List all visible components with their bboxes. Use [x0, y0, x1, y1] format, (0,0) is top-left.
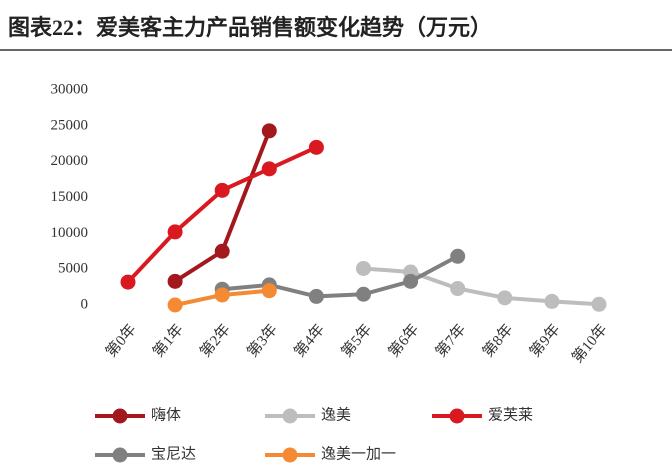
- legend-marker: [112, 408, 128, 424]
- legend-marker: [449, 408, 465, 424]
- data-point: [167, 273, 183, 289]
- data-point: [356, 260, 371, 276]
- data-point: [356, 286, 371, 302]
- x-tick-label: 第0年: [102, 320, 140, 360]
- data-point: [167, 297, 183, 313]
- series-line: [222, 254, 459, 299]
- x-tick-label: 第1年: [149, 320, 187, 360]
- y-tick-label: 25000: [51, 117, 89, 133]
- data-point: [261, 123, 277, 139]
- legend-marker: [112, 447, 128, 463]
- x-tick-label: 第7年: [431, 320, 469, 360]
- y-tick-label: 10000: [51, 225, 89, 241]
- data-point: [261, 161, 277, 177]
- data-point: [120, 274, 136, 290]
- series-line: [126, 145, 318, 284]
- y-tick-label: 0: [81, 296, 89, 312]
- data-point: [214, 182, 230, 198]
- legend-marker: [282, 408, 298, 424]
- chart-title: 图表22：爱美客主力产品销售额变化趋势（万元）: [8, 15, 492, 40]
- data-point: [450, 248, 466, 264]
- y-tick-label: 5000: [58, 261, 88, 277]
- y-tick-label: 15000: [51, 189, 89, 205]
- x-tick-label: 第10年: [568, 320, 611, 366]
- y-tick-label: 30000: [51, 81, 89, 97]
- legend-marker: [282, 447, 298, 463]
- x-tick-label: 第3年: [243, 320, 281, 360]
- data-point: [167, 224, 183, 240]
- data-point: [450, 281, 466, 297]
- x-tick-label: 第2年: [196, 320, 234, 360]
- legend-label: 爱芙莱: [488, 406, 533, 423]
- data-point: [544, 293, 560, 309]
- data-point: [214, 243, 230, 259]
- x-tick-label: 第8年: [479, 320, 517, 360]
- legend-label: 逸美: [321, 406, 351, 423]
- data-point: [497, 290, 513, 306]
- x-tick-label: 第4年: [290, 320, 328, 360]
- data-point: [308, 139, 324, 155]
- data-point: [591, 296, 607, 312]
- legend-label: 宝尼达: [151, 445, 196, 462]
- y-tick-label: 20000: [51, 153, 89, 169]
- data-point: [214, 287, 230, 303]
- legend-label: 逸美一加一: [321, 445, 396, 462]
- series-line: [363, 266, 600, 307]
- x-tick-label: 第5年: [337, 320, 375, 360]
- series-line: [174, 130, 272, 284]
- data-point: [261, 283, 277, 299]
- x-tick-label: 第6年: [384, 320, 422, 360]
- x-tick-label: 第9年: [526, 320, 564, 360]
- data-point: [308, 288, 324, 304]
- data-point: [403, 273, 419, 289]
- legend-label: 嗨体: [151, 406, 181, 423]
